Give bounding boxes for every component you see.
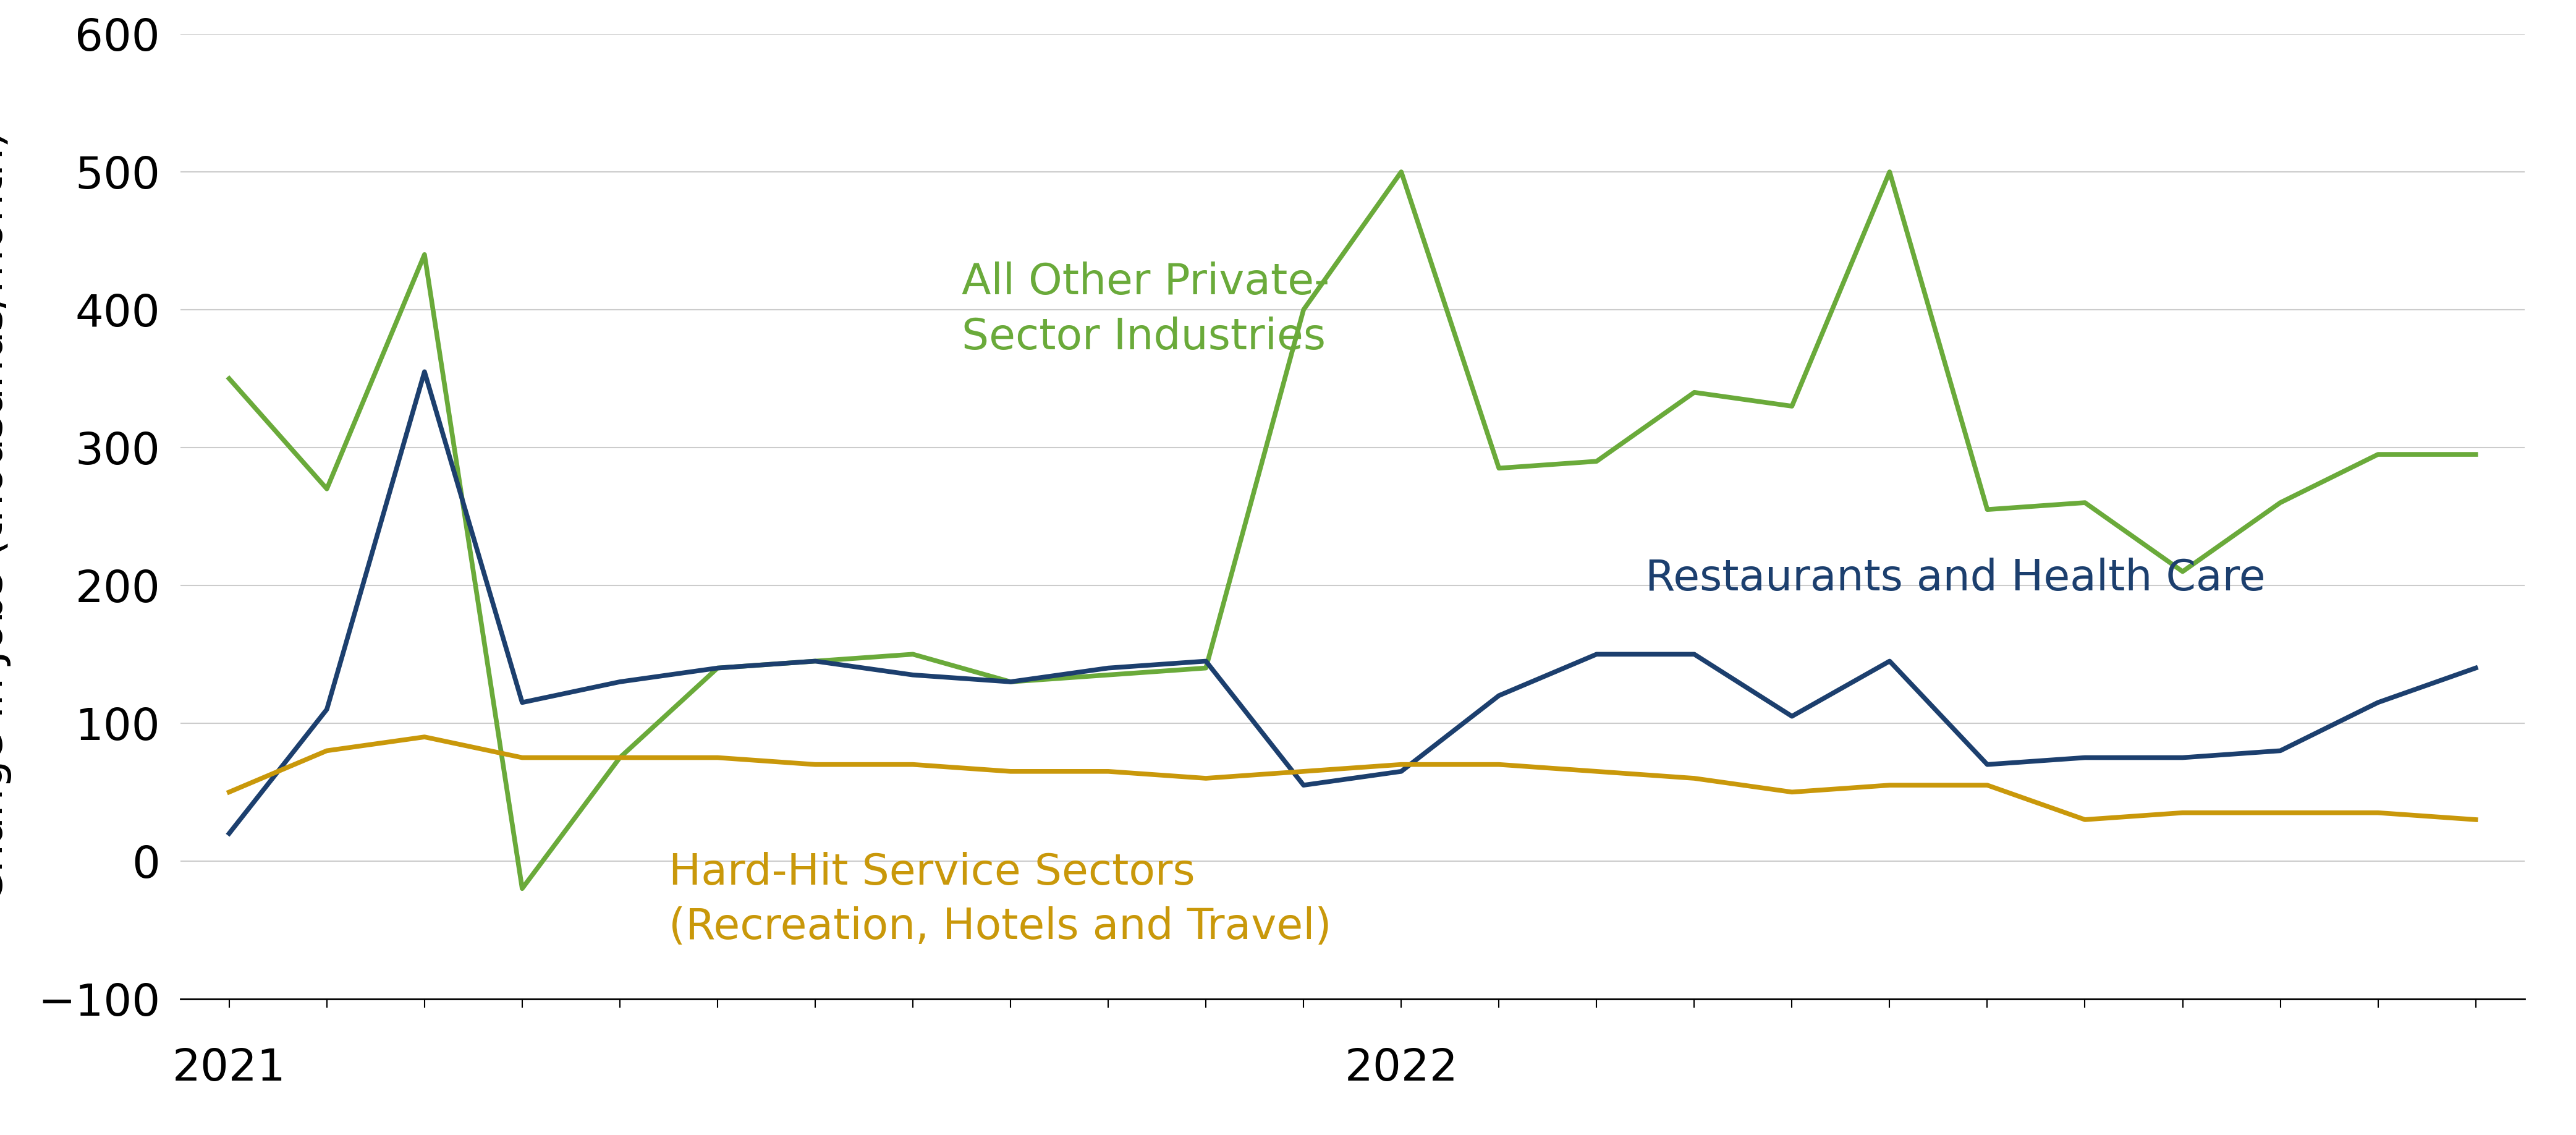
Text: 2021: 2021 xyxy=(173,1046,286,1090)
Text: All Other Private-
Sector Industries: All Other Private- Sector Industries xyxy=(961,262,1329,358)
Y-axis label: Change in Jobs (thousands/month): Change in Jobs (thousands/month) xyxy=(0,129,13,903)
Text: Hard-Hit Service Sectors
(Recreation, Hotels and Travel): Hard-Hit Service Sectors (Recreation, Ho… xyxy=(670,851,1332,948)
Text: Restaurants and Health Care: Restaurants and Health Care xyxy=(1646,557,2267,599)
Text: 2022: 2022 xyxy=(1345,1046,1458,1090)
